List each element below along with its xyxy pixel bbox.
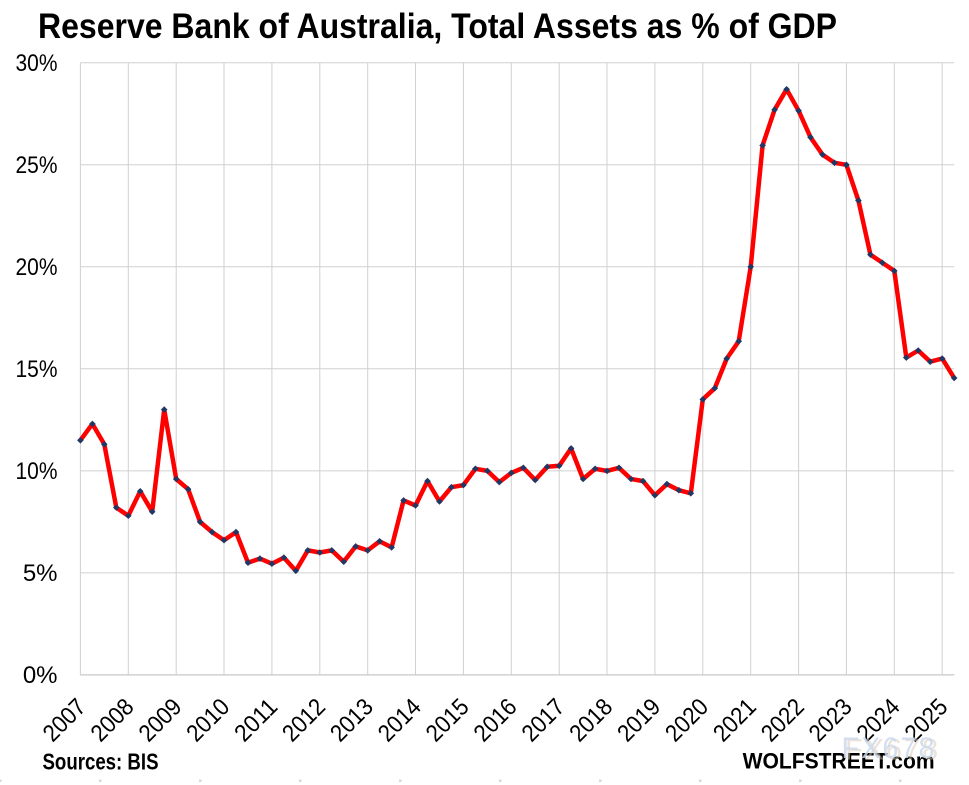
svg-text:0%: 0% bbox=[23, 662, 58, 689]
svg-text:25%: 25% bbox=[16, 152, 58, 179]
svg-text:10%: 10% bbox=[16, 458, 58, 485]
svg-text:15%: 15% bbox=[16, 356, 58, 383]
svg-text:30%: 30% bbox=[16, 50, 58, 77]
svg-text:FX678: FX678 bbox=[842, 732, 937, 765]
svg-text:20%: 20% bbox=[16, 254, 58, 281]
svg-text:Sources: BIS: Sources: BIS bbox=[43, 749, 159, 775]
svg-text:5%: 5% bbox=[23, 560, 58, 587]
svg-text:FX678: FX678 bbox=[845, 734, 940, 767]
svg-text:WOLFSTREET.com: WOLFSTREET.com bbox=[743, 748, 935, 773]
svg-text:Reserve Bank of Australia, Tot: Reserve Bank of Australia, Total Assets … bbox=[38, 6, 837, 46]
